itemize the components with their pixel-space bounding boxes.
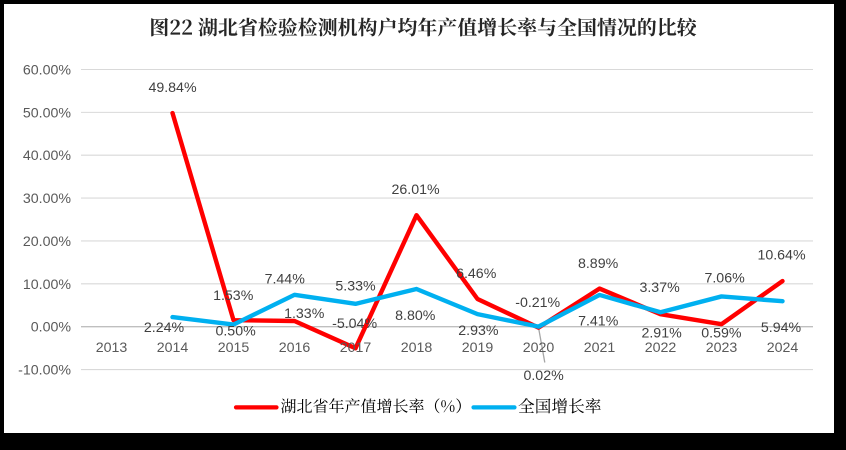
svg-text:2023: 2023 [706,340,738,356]
svg-text:7.44%: 7.44% [265,271,306,287]
svg-text:10.00%: 10.00% [23,277,72,293]
svg-text:5.33%: 5.33% [335,279,376,295]
svg-text:0.59%: 0.59% [701,326,742,342]
svg-text:2017: 2017 [340,340,372,356]
svg-text:2022: 2022 [645,340,677,356]
svg-text:2.93%: 2.93% [458,323,499,339]
svg-text:0.02%: 0.02% [523,368,564,384]
svg-text:6.46%: 6.46% [456,266,497,282]
svg-text:30.00%: 30.00% [23,191,72,207]
svg-text:2020: 2020 [523,340,555,356]
svg-text:2024: 2024 [767,340,799,356]
svg-text:7.06%: 7.06% [704,271,745,287]
svg-text:2014: 2014 [157,340,189,356]
svg-text:8.89%: 8.89% [578,256,619,272]
svg-text:2.91%: 2.91% [641,326,682,342]
svg-text:50.00%: 50.00% [23,105,72,121]
svg-text:40.00%: 40.00% [23,148,72,164]
svg-text:2018: 2018 [401,340,433,356]
svg-text:10.64%: 10.64% [757,247,806,263]
svg-text:8.80%: 8.80% [395,308,436,324]
svg-text:-0.21%: -0.21% [515,295,560,311]
svg-text:7.41%: 7.41% [578,314,619,330]
svg-text:0.00%: 0.00% [31,320,72,336]
svg-text:49.84%: 49.84% [148,80,197,96]
svg-text:5.94%: 5.94% [761,320,802,336]
svg-text:0.50%: 0.50% [215,323,256,339]
svg-text:2015: 2015 [218,340,250,356]
svg-text:-10.00%: -10.00% [18,363,71,379]
svg-text:26.01%: 26.01% [392,182,441,198]
svg-text:2021: 2021 [584,340,616,356]
svg-text:2016: 2016 [279,340,311,356]
svg-text:-5.04%: -5.04% [332,316,377,332]
svg-text:60.00%: 60.00% [23,63,72,79]
svg-text:3.37%: 3.37% [639,280,680,296]
svg-text:1.53%: 1.53% [213,288,254,304]
svg-text:2013: 2013 [96,340,128,356]
svg-text:1.33%: 1.33% [284,306,325,322]
svg-text:2.24%: 2.24% [144,320,185,336]
svg-text:2019: 2019 [462,340,494,356]
svg-text:20.00%: 20.00% [23,234,72,250]
